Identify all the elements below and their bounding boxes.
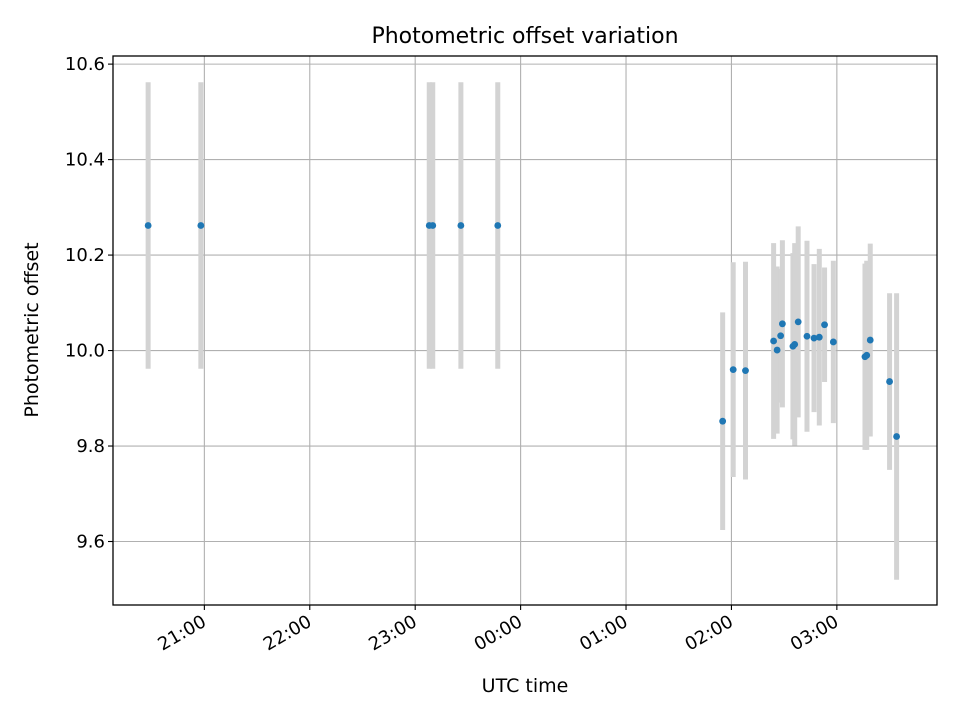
data-point [893,433,900,440]
y-tick-label: 10.6 [65,54,105,75]
data-point [429,222,437,229]
data-point [773,346,781,354]
data-point [803,332,811,340]
data-point [144,222,152,229]
data-point [719,417,727,425]
data-point [494,222,502,229]
chart-title: Photometric offset variation [371,24,678,49]
data-point [863,351,871,359]
y-tick-label: 10.4 [65,150,105,171]
y-tick-label: 10.2 [65,245,105,266]
data-point [794,318,802,326]
y-axis-label: Photometric offset [21,242,43,417]
data-point [197,222,205,229]
data-point [815,333,823,341]
y-tick-label: 10.0 [65,341,105,362]
data-point [742,367,749,375]
y-tick-label: 9.6 [76,532,105,553]
y-tick-label: 9.8 [76,436,105,457]
x-axis-label: UTC time [482,675,569,697]
data-point [729,366,737,374]
data-point [886,378,893,385]
data-point [810,334,818,342]
data-point [770,337,778,345]
data-point [821,321,828,329]
data-point [866,336,874,344]
data-point [829,338,837,346]
data-point [457,222,465,229]
plot-frame [112,55,938,606]
data-point [778,320,786,328]
y-axis-ticks: 9.6 9.8 10.0 10.2 10.4 10.6 [65,54,113,553]
data-point [777,332,785,340]
data-points [144,222,900,440]
data-point [791,340,799,348]
